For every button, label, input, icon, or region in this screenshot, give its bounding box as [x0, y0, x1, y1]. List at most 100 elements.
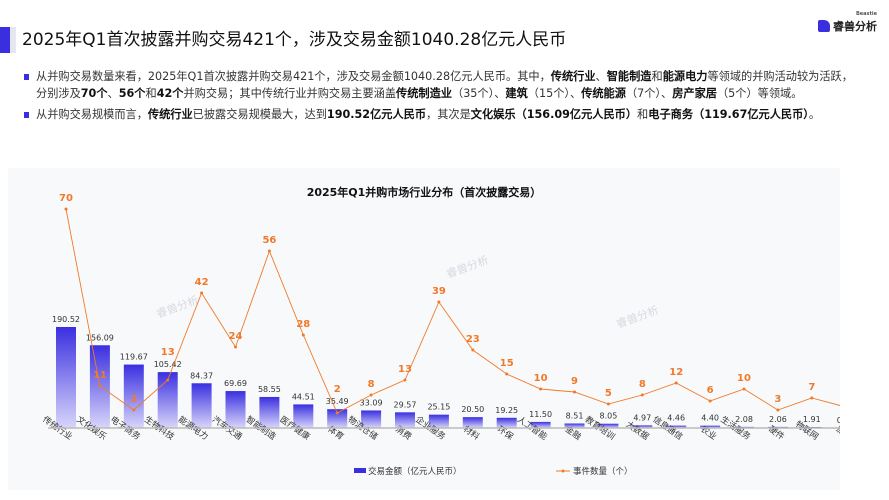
line-value-label: 56: [262, 235, 276, 246]
line-point: [539, 387, 543, 391]
line-value-label: 28: [296, 319, 310, 330]
bar: [56, 327, 76, 428]
bar: [632, 425, 653, 428]
bullet-text: 等领域的并购活动较为活跃，分别涉及: [36, 70, 853, 100]
bullet-text: 和: [145, 87, 157, 100]
bar: [259, 396, 280, 428]
line-value-label: 3: [130, 394, 137, 405]
bar-value-label: 4.97: [633, 413, 651, 422]
bullet-text: 190.52亿元人民币: [326, 108, 427, 121]
watermark: 睿兽分析: [444, 253, 490, 281]
line-point: [200, 291, 204, 295]
line-point: [301, 333, 305, 337]
bullet-text: 56个: [118, 87, 146, 100]
bar: [428, 414, 449, 428]
line-value-label: 11: [93, 370, 107, 381]
bar-value-label: 29.57: [394, 400, 417, 409]
line-value-label: 10: [737, 373, 751, 384]
bullet-text: （35个）、: [452, 87, 506, 100]
line-value-label: 9: [571, 376, 578, 387]
bullet-text: （7个）、: [625, 87, 673, 100]
line-point: [505, 372, 509, 376]
bar-value-label: 20.50: [461, 405, 484, 414]
logo-sup: Beastie: [855, 11, 877, 17]
bar-value-label: 4.40: [701, 414, 719, 423]
line-point: [708, 399, 712, 403]
bar-value-label: 35.49: [326, 397, 349, 406]
legend-line-label: 事件数量（个）: [573, 466, 633, 477]
bar: [395, 412, 415, 428]
line-series: [65, 208, 840, 414]
bullet-text: 从并购交易数量来看，2025年Q1首次披露并购交易421个，涉及交易金额1040…: [36, 70, 551, 83]
bar-value-label: 2.06: [769, 415, 787, 424]
bar: [361, 410, 382, 428]
bullet-item: 从并购交易数量来看，2025年Q1首次披露并购交易421个，涉及交易金额1040…: [24, 68, 864, 102]
bullet-text: 和: [637, 108, 649, 121]
title-accent-bar: [0, 27, 10, 53]
bar-value-label: 190.52: [52, 315, 80, 324]
bar-value-label: 19.25: [495, 406, 518, 415]
bullet-text: （5个）等领域。: [716, 87, 803, 100]
line-value-label: 7: [808, 382, 815, 393]
line-point: [471, 348, 475, 352]
line-point: [437, 300, 441, 304]
summary-bullets: 从并购交易数量来看，2025年Q1首次披露并购交易421个，涉及交易金额1040…: [24, 68, 864, 127]
bullet-text: 42个: [156, 87, 184, 100]
bar-value-label: 11.50: [529, 410, 552, 419]
line-value-label: 24: [229, 331, 243, 342]
line-value-label: 39: [432, 286, 446, 297]
line-point: [335, 411, 339, 415]
chart: 2025年Q1并购市场行业分布（首次披露交易）睿兽分析睿兽分析睿兽分析190.5…: [40, 185, 840, 477]
bullet-text: 从并购交易规模而言，: [36, 108, 148, 121]
line-point: [166, 378, 170, 382]
line-value-label: 23: [466, 334, 480, 345]
line-point: [674, 381, 678, 385]
bar-value-label: 105.42: [154, 360, 182, 369]
bar-value-label: 8.05: [599, 412, 617, 421]
line-value-label: 13: [161, 347, 175, 358]
bullet-text: 。: [808, 108, 821, 121]
bullet-text: 70个: [80, 87, 108, 100]
line-value-label: 12: [669, 367, 683, 378]
line-point: [810, 396, 814, 400]
bar: [157, 372, 178, 428]
bar: [530, 421, 551, 428]
bullet-text: 、: [107, 87, 119, 100]
bullet-text: 能源电力: [662, 70, 708, 83]
bar-value-label: 4.46: [667, 414, 685, 423]
watermark: 睿兽分析: [154, 293, 200, 321]
bar-value-label: 8.51: [566, 411, 584, 420]
line-value-label: 8: [368, 379, 375, 390]
bar: [700, 425, 721, 428]
bar-value-label: 0.47: [837, 416, 840, 425]
legend-bar-label: 交易金额（亿元人民币）: [368, 466, 462, 477]
bullet-text: 已披露交易规模最大，达到: [192, 108, 327, 121]
bar-value-label: 2.08: [735, 415, 753, 424]
line-point: [234, 345, 237, 349]
bullet-text: 智能制造: [606, 70, 652, 83]
bullet-text: 传统能源: [581, 87, 626, 100]
bar-value-label: 58.55: [258, 385, 281, 394]
bullet-text: 并购交易；其中传统行业并购交易主要涵盖: [183, 87, 397, 100]
bullet-text: 文化娱乐（156.09亿元人民币）: [470, 108, 638, 121]
bar-value-label: 33.09: [360, 398, 383, 407]
line-value-label: 42: [195, 277, 209, 288]
bar-value-label: 1.91: [803, 415, 821, 424]
line-point: [573, 390, 576, 394]
line-point: [98, 384, 102, 388]
bar: [666, 425, 687, 428]
line-point: [267, 249, 271, 253]
bar: [293, 404, 314, 428]
line-value-label: 8: [639, 379, 646, 390]
watermark: 睿兽分析: [614, 303, 660, 331]
line-point: [606, 402, 610, 406]
bar-value-label: 69.69: [224, 379, 247, 388]
bar: [191, 383, 212, 428]
title-accent-shade: [10, 27, 16, 53]
line-value-label: 70: [59, 193, 73, 204]
bar: [225, 391, 246, 428]
page-title: 2025年Q1首次披露并购交易421个，涉及交易金额1040.28亿元人民币: [22, 30, 567, 50]
line-value-label: 3: [774, 394, 781, 405]
line-value-label: 15: [500, 358, 514, 369]
bar-value-label: 44.51: [292, 392, 315, 401]
